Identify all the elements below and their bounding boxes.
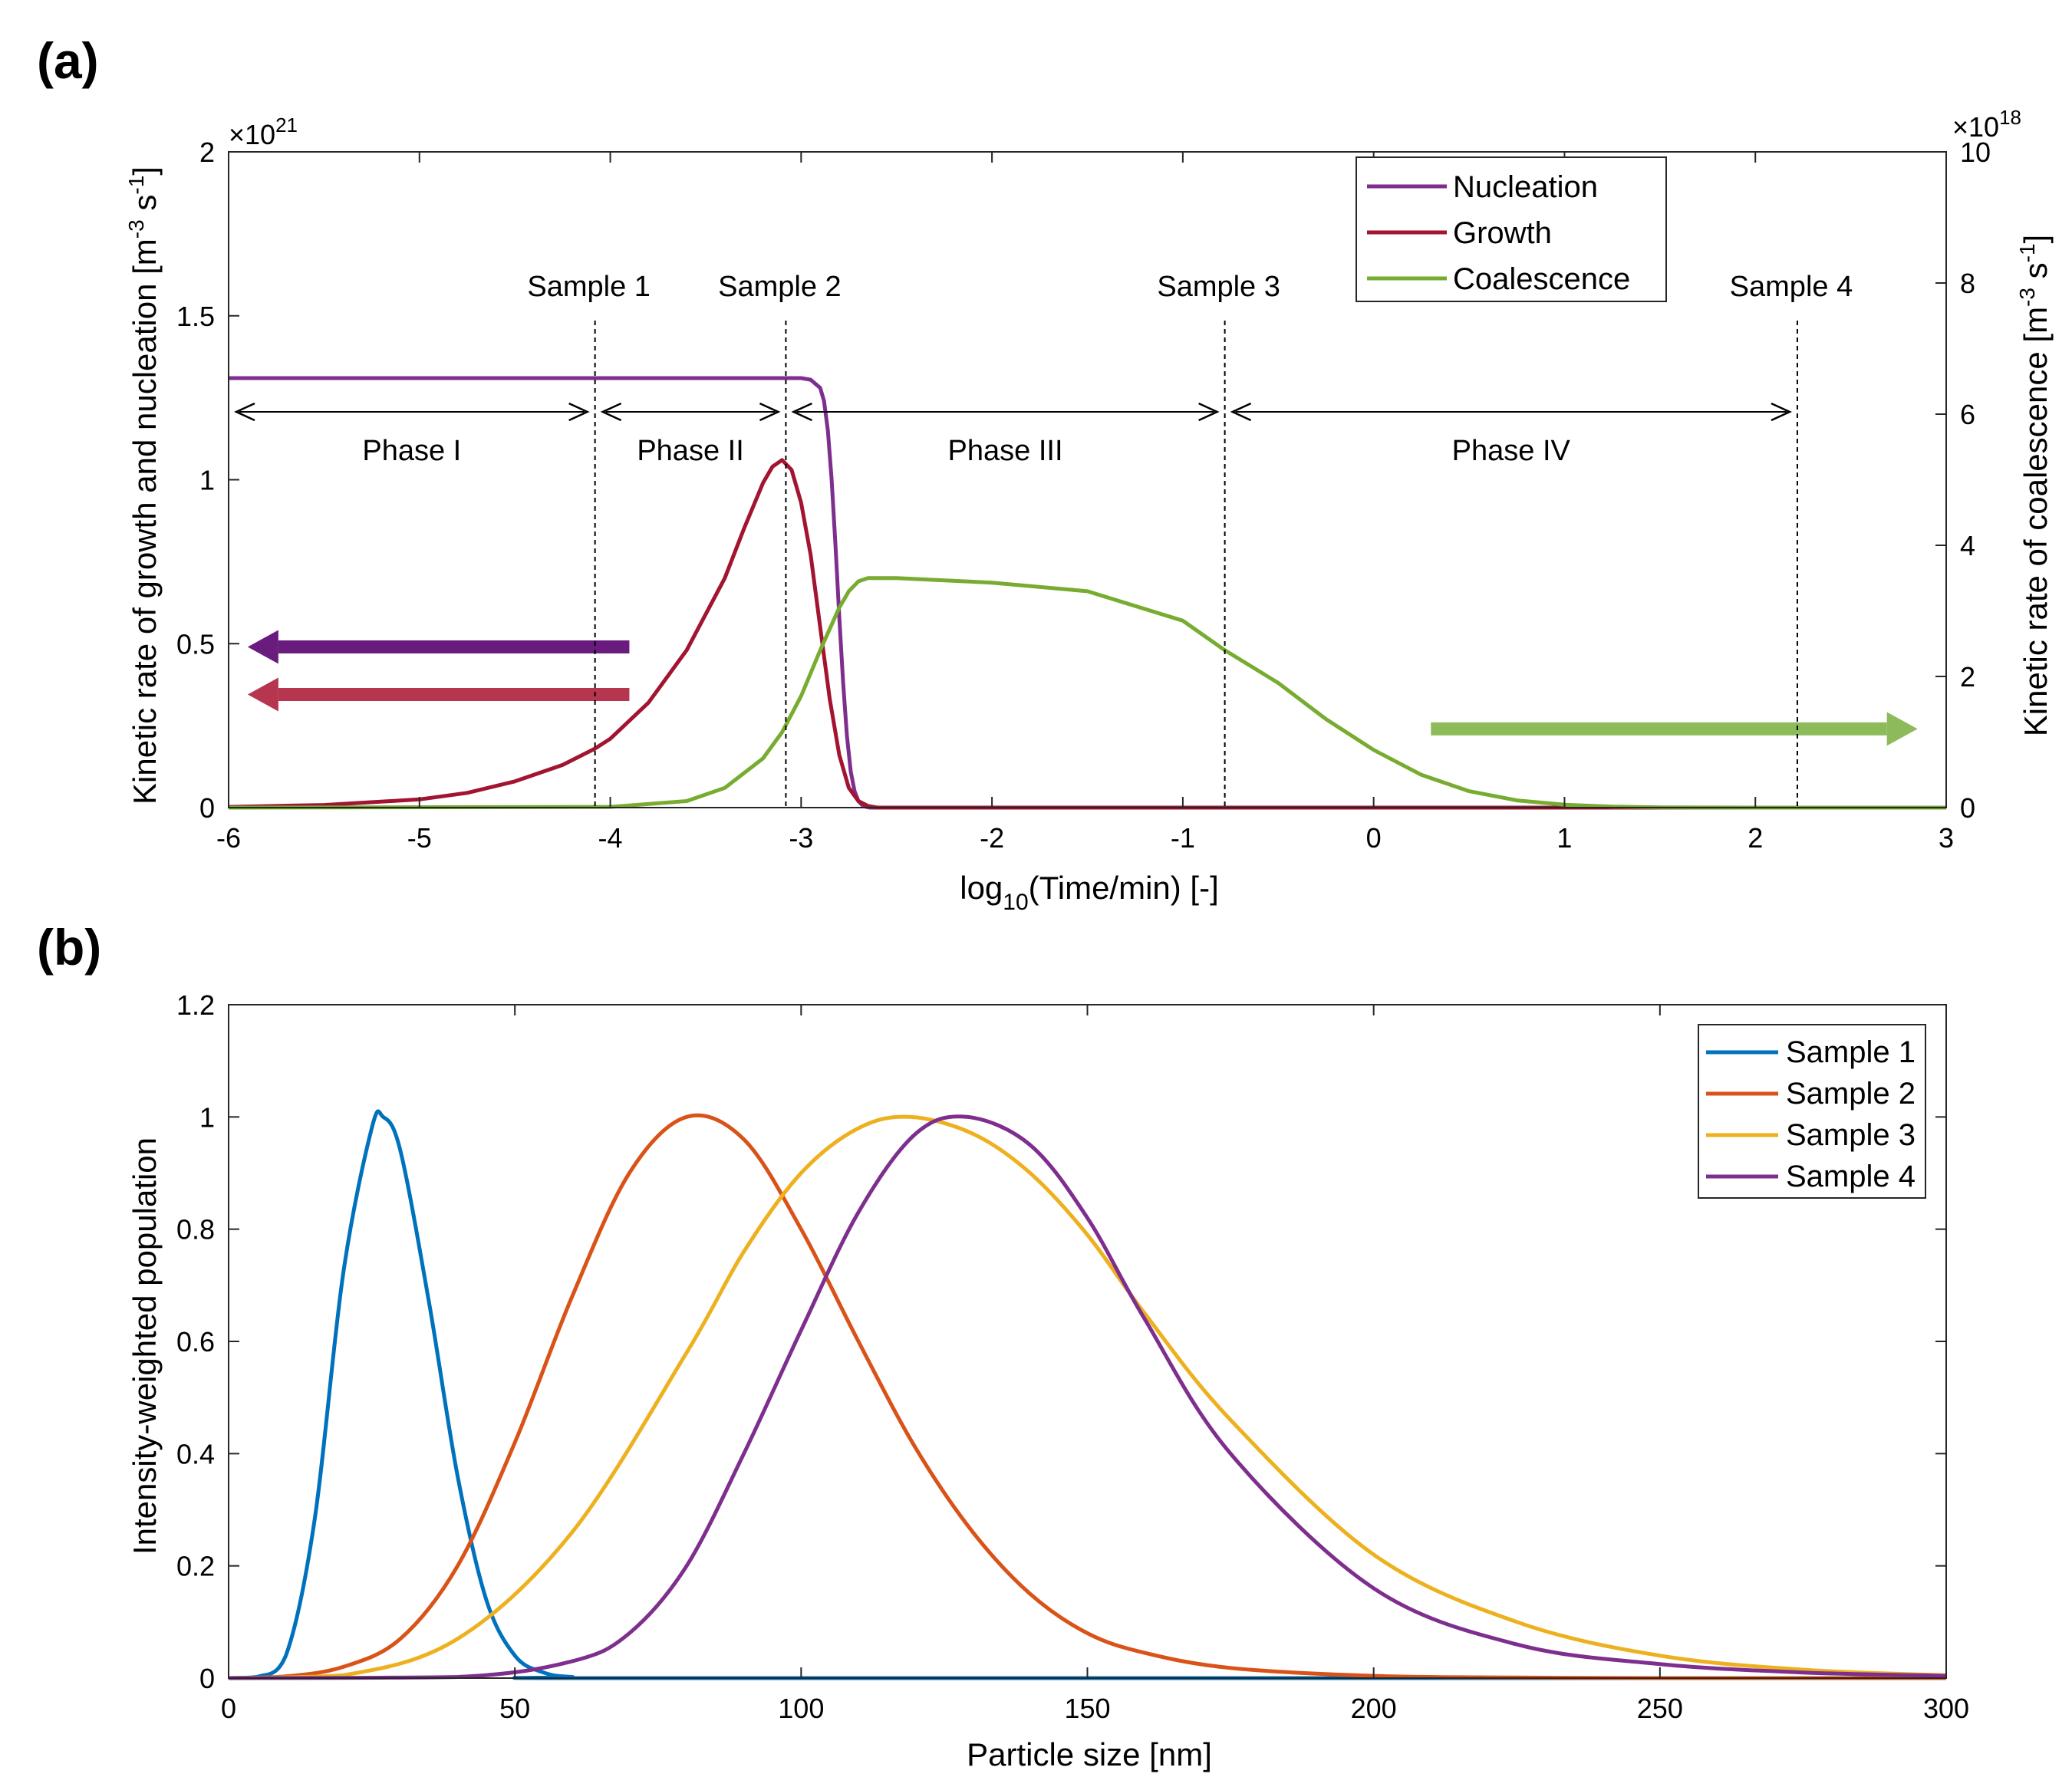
series-sample-2-line — [228, 1113, 1946, 1680]
panel-a-label: (a) — [37, 32, 99, 89]
chart-a: Sample 1 Sample 2 Sample 3 Sample 4 Phase I… — [124, 106, 2054, 915]
y-right-tick-label: 10 — [1960, 137, 1991, 168]
sample-3-label: Sample 3 — [1157, 271, 1280, 303]
legend-label-sample-2: Sample 2 — [1786, 1077, 1916, 1111]
sample-2-label: Sample 2 — [718, 271, 842, 303]
legend-label-growth: Growth — [1453, 216, 1552, 250]
sample-4-label: Sample 4 — [1730, 271, 1853, 303]
phase-2-arrowhead-right — [759, 402, 781, 422]
phase-4-arrowhead-right — [1771, 402, 1792, 422]
chart-b-plot-area — [228, 1004, 1947, 1679]
chart-a-xlabel: log10(Time/min) [-] — [960, 870, 1219, 915]
nucleation-arrow-head — [247, 630, 278, 664]
chart-a-ylabel-left: Kinetic rate of growth and nucleation [m… — [124, 166, 163, 805]
y-tick-label: 1.2 — [176, 989, 215, 1021]
phase-1-arrowhead-right — [568, 402, 590, 422]
y-right-tick-label: 8 — [1960, 268, 1975, 299]
sample-1-label: Sample 1 — [527, 271, 651, 303]
legend-label-nucleation: Nucleation — [1453, 170, 1598, 204]
phase-4-arrowhead-left — [1230, 402, 1252, 422]
phase-1-arrowhead-left — [233, 402, 255, 422]
phase-3-arrowhead-right — [1198, 402, 1220, 422]
y-left-tick-label: 1.5 — [176, 301, 215, 332]
x-tick-label: 50 — [499, 1693, 530, 1724]
series-sample-4-line — [228, 1114, 1947, 1680]
legend-label-sample-4: Sample 4 — [1786, 1160, 1916, 1193]
y-tick-label: 0.4 — [176, 1438, 215, 1469]
x-tick-label: 2 — [1748, 822, 1763, 854]
y-tick-label: 0.6 — [176, 1326, 215, 1358]
x-tick-label: -3 — [789, 822, 813, 854]
phase-3-arrowhead-left — [791, 402, 812, 422]
x-tick-label: -2 — [980, 822, 1004, 854]
x-tick-label: -6 — [216, 822, 241, 854]
series-sample-3-line — [228, 1114, 1947, 1680]
phase-2-label: Phase II — [637, 435, 743, 467]
right-multiplier: ×1018 — [1952, 106, 2021, 143]
y-tick-label: 1 — [199, 1101, 215, 1133]
y-left-tick-label: 1 — [199, 465, 215, 496]
chart-a-ylabel-right: Kinetic rate of coalescence [m-3 s-1] — [2015, 235, 2054, 736]
x-tick-label: 100 — [778, 1693, 824, 1724]
x-tick-label: 250 — [1637, 1693, 1683, 1724]
phase-4-label: Phase IV — [1452, 435, 1571, 467]
coalescence-arrow-head — [1886, 712, 1918, 746]
chart-b-ylabel: Intensity-weighted population — [127, 1137, 163, 1555]
y-left-tick-label: 2 — [199, 137, 215, 168]
growth-arrow-head — [247, 677, 278, 712]
x-tick-label: -5 — [407, 822, 432, 854]
x-tick-label: 1 — [1556, 822, 1572, 854]
y-left-tick-label: 0 — [199, 792, 215, 824]
x-tick-label: 0 — [221, 1693, 236, 1724]
series-coalescence-line — [228, 576, 1946, 810]
chart-b: 0 50 100 150 200 250 300 0 0.2 0.4 0.6 0.8 1 1.2 Sam… — [127, 989, 1969, 1772]
series-sample-1-line — [228, 1109, 1946, 1680]
left-multiplier: ×1021 — [229, 114, 298, 150]
phase-2-arrowhead-left — [600, 402, 622, 422]
y-left-tick-label: 0.5 — [176, 628, 215, 660]
y-tick-label: 0.8 — [176, 1214, 215, 1246]
x-tick-label: 3 — [1939, 822, 1954, 854]
y-right-tick-label: 6 — [1960, 399, 1975, 430]
x-tick-label: 300 — [1923, 1693, 1969, 1724]
legend-label-coalescence: Coalescence — [1453, 262, 1630, 296]
x-tick-label: 200 — [1351, 1693, 1397, 1724]
phase-3-label: Phase III — [948, 435, 1063, 467]
series-growth-line — [228, 458, 1946, 810]
legend-label-sample-3: Sample 3 — [1786, 1118, 1916, 1152]
legend-label-sample-1: Sample 1 — [1786, 1035, 1916, 1069]
y-right-tick-label: 0 — [1960, 792, 1975, 824]
chart-a-plot-area — [228, 151, 1947, 808]
y-tick-label: 0 — [199, 1663, 215, 1694]
x-tick-label: 150 — [1064, 1693, 1110, 1724]
x-tick-label: -1 — [1171, 822, 1195, 854]
x-tick-label: 0 — [1366, 822, 1382, 854]
y-tick-label: 0.2 — [176, 1551, 215, 1582]
chart-b-xlabel: Particle size [nm] — [967, 1736, 1212, 1772]
y-right-tick-label: 2 — [1960, 661, 1975, 693]
phase-1-label: Phase I — [362, 435, 461, 467]
panel-b-label: (b) — [37, 919, 101, 976]
y-right-tick-label: 4 — [1960, 530, 1975, 561]
x-tick-label: -4 — [598, 822, 623, 854]
